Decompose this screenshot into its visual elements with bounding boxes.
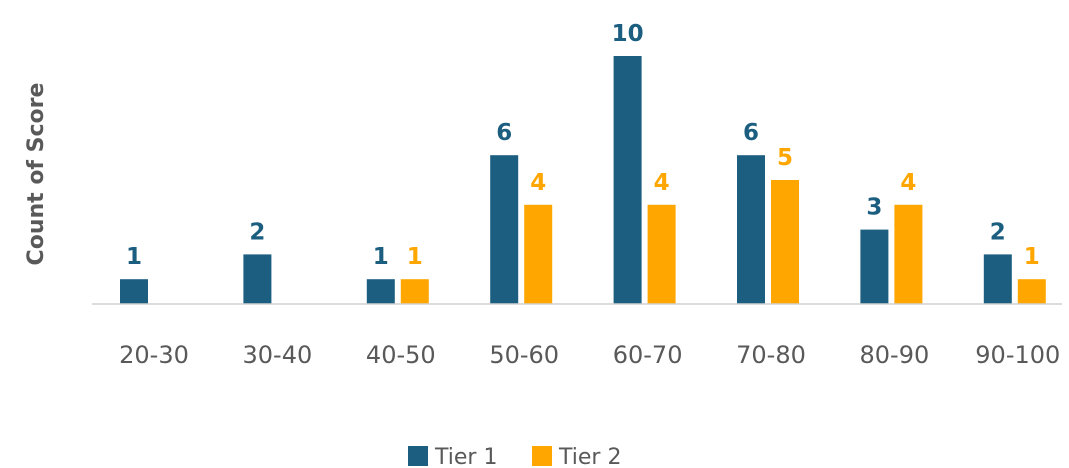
x-tick-label: 70-80: [736, 341, 806, 369]
data-label-tier1-90-100: 2: [990, 219, 1006, 245]
x-tick-label: 60-70: [613, 341, 683, 369]
data-label-tier2-50-60: 4: [530, 170, 546, 196]
y-axis-label: Count of Score: [24, 83, 49, 266]
x-tick-label: 40-50: [366, 341, 436, 369]
bar-tier2-80-90: [894, 204, 923, 304]
legend: Tier 1 Tier 2: [408, 445, 621, 468]
bar-tier2-90-100: [1017, 279, 1046, 304]
legend-swatch-tier1: [408, 446, 428, 466]
bar-tier2-60-70: [647, 204, 676, 304]
bar-tier2-70-80: [771, 180, 799, 304]
legend-label-tier2: Tier 2: [558, 445, 621, 468]
data-label-tier1-70-80: 6: [743, 120, 759, 146]
x-tick-label: 20-30: [119, 341, 189, 369]
data-label-tier2-90-100: 1: [1024, 244, 1040, 270]
x-tick-label: 80-90: [860, 341, 930, 369]
bar-tier1-40-50: [366, 279, 395, 304]
data-label-tier1-60-70: 10: [612, 21, 644, 47]
bar-tier1-90-100: [983, 254, 1012, 304]
data-label-tier2-40-50: 1: [407, 244, 423, 270]
bar-tier1-80-90: [860, 229, 889, 304]
x-tick-labels-group: 20-30 30-40 40-50 50-60 60-70 70-80 80-90 90-10…: [119, 341, 1060, 369]
bar-tier2-40-50: [400, 279, 429, 304]
bar-tier1-70-80: [737, 155, 765, 304]
data-label-tier1-30-40: 2: [249, 219, 265, 245]
data-label-tier2-70-80: 5: [777, 145, 793, 171]
data-label-tier1-40-50: 1: [373, 244, 389, 270]
bar-tier1-60-70: [613, 56, 642, 304]
bars-group: [120, 56, 1046, 304]
x-tick-label: 90-100: [975, 341, 1060, 369]
bar-tier1-50-60: [490, 155, 519, 304]
bar-tier2-50-60: [524, 204, 553, 304]
legend-label-tier1: Tier 1: [434, 445, 497, 468]
bar-tier1-30-40: [243, 254, 272, 304]
data-label-tier2-80-90: 4: [900, 170, 916, 196]
x-tick-label: 50-60: [489, 341, 559, 369]
legend-swatch-tier2: [532, 446, 552, 466]
data-label-tier1-50-60: 6: [496, 120, 512, 146]
bar-tier1-20-30: [120, 279, 148, 304]
data-label-tier1-80-90: 3: [866, 195, 882, 221]
data-label-tier2-60-70: 4: [654, 170, 670, 196]
data-label-tier1-20-30: 1: [126, 244, 142, 270]
x-tick-label: 30-40: [243, 341, 313, 369]
